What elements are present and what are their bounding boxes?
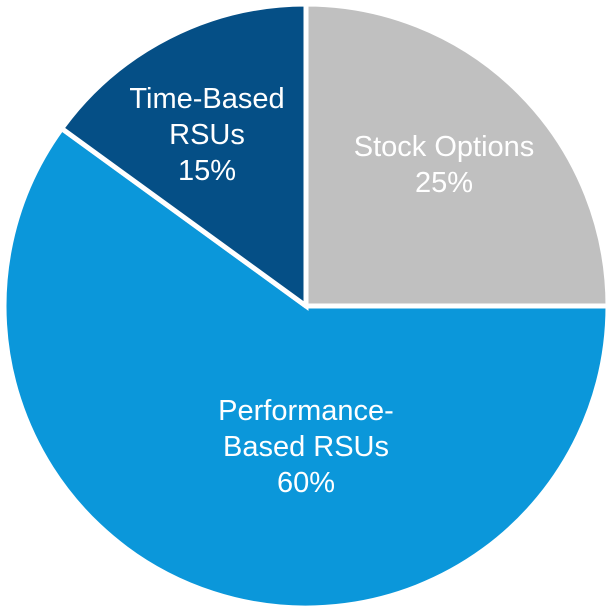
pie-slice-stock-options (303, 1, 611, 309)
slice-percent-label: 60% (277, 467, 335, 499)
slice-name-line: Time-Based (129, 83, 284, 115)
slice-label-stock-options: Stock Options 25% (354, 131, 535, 199)
slice-name-line: RSUs (169, 119, 245, 151)
slice-name-line: Based RSUs (223, 431, 389, 463)
slice-name-line: Stock Options (354, 131, 535, 163)
slice-label-time-based-rsus: Time-Based RSUs 15% (129, 83, 284, 187)
slice-name-line: Performance- (218, 395, 394, 427)
slice-label-performance-based-rsus: Performance- Based RSUs 60% (218, 395, 394, 499)
slice-percent-label: 15% (178, 155, 236, 187)
pie-labels: Stock Options 25% Performance- Based RSUs 60… (129, 83, 534, 499)
slice-percent-label: 25% (415, 167, 473, 199)
pie-slice-performance-based-rsus (1, 124, 611, 611)
pie-slice-time-based-rsus (58, 1, 309, 311)
